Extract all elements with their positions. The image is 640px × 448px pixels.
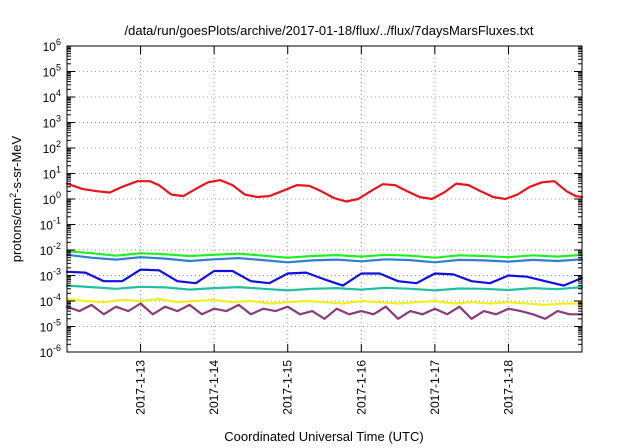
y-tick-base: 10 bbox=[43, 142, 57, 156]
y-tick-exp: -1 bbox=[53, 216, 61, 226]
series-lines bbox=[65, 179, 584, 320]
y-tick-exp: 2 bbox=[56, 139, 61, 149]
y-tick-base: 10 bbox=[40, 321, 54, 335]
y-tick-base: 10 bbox=[43, 117, 57, 131]
y-tick-exp: 1 bbox=[56, 165, 61, 175]
y-tick-base: 10 bbox=[43, 66, 57, 80]
y-tick-base: 10 bbox=[40, 346, 54, 360]
y-tick-label: 10-6 bbox=[40, 343, 61, 360]
y-tick-label: 105 bbox=[43, 63, 61, 80]
y-tick-label: 10-2 bbox=[40, 241, 61, 258]
y-tick-base: 10 bbox=[40, 244, 54, 258]
x-tick-label: 2017-1-15 bbox=[281, 360, 295, 415]
y-tick-base: 10 bbox=[40, 295, 54, 309]
y-tick-label: 101 bbox=[43, 165, 61, 182]
y-tick-label: 10-3 bbox=[40, 267, 61, 284]
y-tick-exp: 5 bbox=[56, 63, 61, 73]
y-axis-label-sup: 2 bbox=[8, 193, 18, 198]
y-tick-exp: 6 bbox=[56, 37, 61, 47]
y-tick-label: 106 bbox=[43, 37, 61, 54]
x-tick-label: 2017-1-14 bbox=[207, 360, 221, 415]
y-tick-base: 10 bbox=[43, 91, 57, 105]
x-tick-label: 2017-1-18 bbox=[501, 360, 515, 415]
series-line-4 bbox=[65, 268, 584, 287]
y-tick-base: 10 bbox=[43, 193, 57, 207]
y-tick-base: 10 bbox=[40, 270, 54, 284]
y-tick-label: 102 bbox=[43, 139, 61, 156]
y-tick-exp: 4 bbox=[56, 88, 61, 98]
series-line-3 bbox=[65, 253, 584, 264]
y-tick-label: 103 bbox=[43, 114, 61, 131]
y-tick-base: 10 bbox=[40, 219, 54, 233]
y-tick-exp: -5 bbox=[53, 318, 61, 328]
tick-marks bbox=[67, 45, 582, 353]
x-axis-label: Coordinated Universal Time (UTC) bbox=[224, 429, 423, 444]
y-axis-label-rest: -s-sr-MeV bbox=[9, 135, 24, 192]
y-tick-labels: 10610510410310210110010-110-210-310-410-… bbox=[40, 37, 61, 360]
y-tick-base: 10 bbox=[43, 168, 57, 182]
y-axis-label-base: protons/cm bbox=[9, 198, 24, 262]
y-tick-base: 10 bbox=[43, 40, 57, 54]
series-line-7 bbox=[65, 302, 584, 320]
y-tick-label: 104 bbox=[43, 88, 61, 105]
chart-title: /data/run/goesPlots/archive/2017-01-18/f… bbox=[125, 23, 534, 38]
series-line-1 bbox=[65, 179, 584, 203]
y-tick-label: 10-5 bbox=[40, 318, 61, 335]
x-tick-label: 2017-1-16 bbox=[354, 360, 368, 415]
y-tick-exp: 0 bbox=[56, 190, 61, 200]
x-tick-label: 2017-1-17 bbox=[428, 360, 442, 415]
y-tick-exp: -3 bbox=[53, 267, 61, 277]
y-tick-label: 100 bbox=[43, 190, 61, 207]
y-tick-label: 10-4 bbox=[40, 292, 61, 309]
y-tick-label: 10-1 bbox=[40, 216, 61, 233]
y-axis-label: protons/cm2-s-sr-MeV bbox=[8, 135, 24, 262]
series-line-5 bbox=[65, 284, 584, 292]
y-tick-exp: -6 bbox=[53, 343, 61, 353]
series-line-6 bbox=[65, 297, 584, 306]
y-tick-exp: -2 bbox=[53, 241, 61, 251]
x-tick-label: 2017-1-13 bbox=[134, 360, 148, 415]
y-tick-exp: -4 bbox=[53, 292, 61, 302]
x-tick-labels: 2017-1-13 2017-1-14 2017-1-15 2017-1-16 2017… bbox=[134, 360, 516, 415]
series-line-2 bbox=[65, 250, 584, 259]
y-tick-exp: 3 bbox=[56, 114, 61, 124]
